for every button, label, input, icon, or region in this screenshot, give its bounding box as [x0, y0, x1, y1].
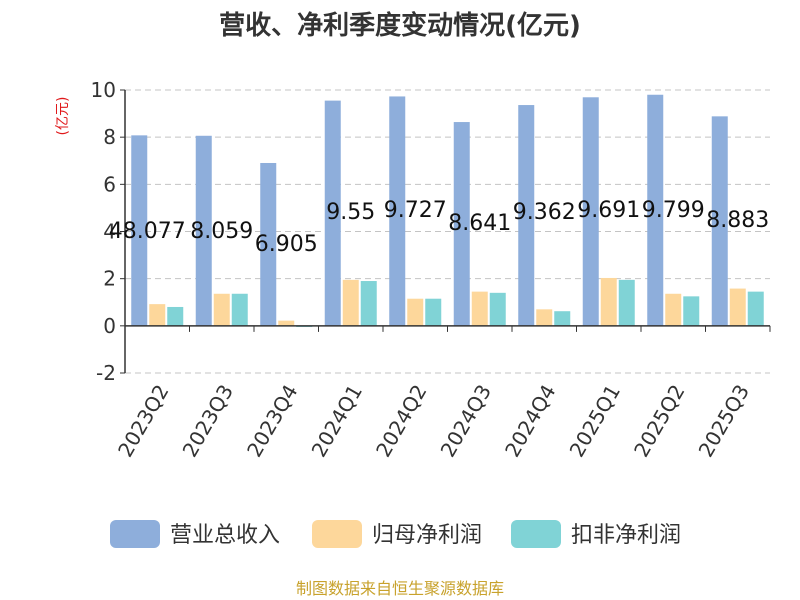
bar [260, 162, 277, 326]
x-tick-label: 2024Q2 [371, 380, 431, 461]
bar [518, 105, 535, 326]
bar [471, 291, 488, 326]
bar [665, 293, 682, 326]
bar [195, 135, 212, 326]
bar [711, 116, 728, 326]
y-tick-label: 4 [103, 220, 116, 244]
legend-label: 扣非净利润 [571, 523, 681, 548]
data-label: 8.059 [190, 219, 253, 244]
bar [213, 293, 230, 326]
data-label: 8.883 [706, 208, 769, 233]
bar [747, 291, 764, 326]
bar [131, 135, 148, 326]
grid-lines [125, 89, 770, 374]
x-tick-label: 2025Q2 [629, 380, 689, 461]
x-tick-label: 2023Q2 [113, 380, 173, 461]
bar [149, 304, 166, 326]
bar [582, 97, 599, 326]
y-tick-label: 6 [103, 172, 116, 196]
legend[interactable]: 营业总收入 归母净利润 扣非净利润 [110, 520, 681, 548]
bar [618, 279, 635, 326]
y-tick-label: 8 [103, 125, 116, 149]
bar [600, 277, 617, 326]
data-label: 9.55 [326, 200, 375, 225]
bar [231, 293, 248, 326]
y-tick-label: 10 [91, 78, 116, 102]
x-tick-label: 2024Q3 [436, 380, 496, 461]
x-tick-label: 2024Q1 [307, 380, 367, 461]
bar [278, 320, 295, 326]
data-label: 9.799 [642, 198, 705, 223]
x-tick-labels: 2023Q2 2023Q3 2023Q4 2024Q1 2024Q2 2024Q3 2024… [113, 380, 754, 461]
bar [489, 292, 506, 326]
data-label: 9.691 [577, 198, 640, 223]
x-tick-label: 2023Q3 [178, 380, 238, 461]
y-tick-labels: -2 0 2 4 6 8 10 [91, 78, 116, 385]
y-tick-label: 0 [103, 314, 116, 338]
bar [342, 279, 359, 326]
x-tick-label: 2025Q1 [565, 380, 625, 461]
x-tick-label: 2025Q3 [694, 380, 754, 461]
bar [554, 311, 571, 326]
x-tick-label: 2023Q4 [242, 380, 302, 461]
data-label: 48.077 [109, 219, 186, 244]
legend-label: 归母净利润 [372, 523, 482, 548]
legend-item[interactable]: 归母净利润 [312, 520, 482, 548]
bar [324, 100, 341, 326]
bar [407, 298, 424, 326]
legend-item[interactable]: 营业总收入 [110, 520, 280, 548]
legend-swatch [511, 520, 561, 548]
bar [360, 281, 377, 326]
y-axis-label: (亿元) [55, 97, 71, 136]
legend-swatch [110, 520, 160, 548]
bar [647, 94, 664, 326]
data-label: 9.727 [384, 198, 447, 223]
source-note: 制图数据来自恒生聚源数据库 [296, 579, 504, 598]
y-tick-label: -2 [96, 361, 116, 385]
x-tick-label: 2024Q4 [500, 380, 560, 461]
axes [120, 89, 771, 374]
legend-label: 营业总收入 [170, 523, 280, 548]
legend-swatch [312, 520, 362, 548]
bar [683, 296, 700, 326]
data-label: 6.905 [255, 232, 318, 257]
bar [425, 298, 442, 326]
data-label: 9.362 [513, 200, 576, 225]
bars-group [131, 94, 764, 328]
bar [167, 306, 184, 326]
bar [729, 288, 746, 326]
legend-item[interactable]: 扣非净利润 [511, 520, 681, 548]
bar [536, 309, 553, 326]
bar [453, 122, 470, 326]
bar [389, 96, 406, 326]
data-label: 8.641 [448, 211, 511, 236]
chart-title: 营收、净利季度变动情况(亿元) [219, 10, 581, 41]
y-tick-label: 2 [103, 267, 116, 291]
